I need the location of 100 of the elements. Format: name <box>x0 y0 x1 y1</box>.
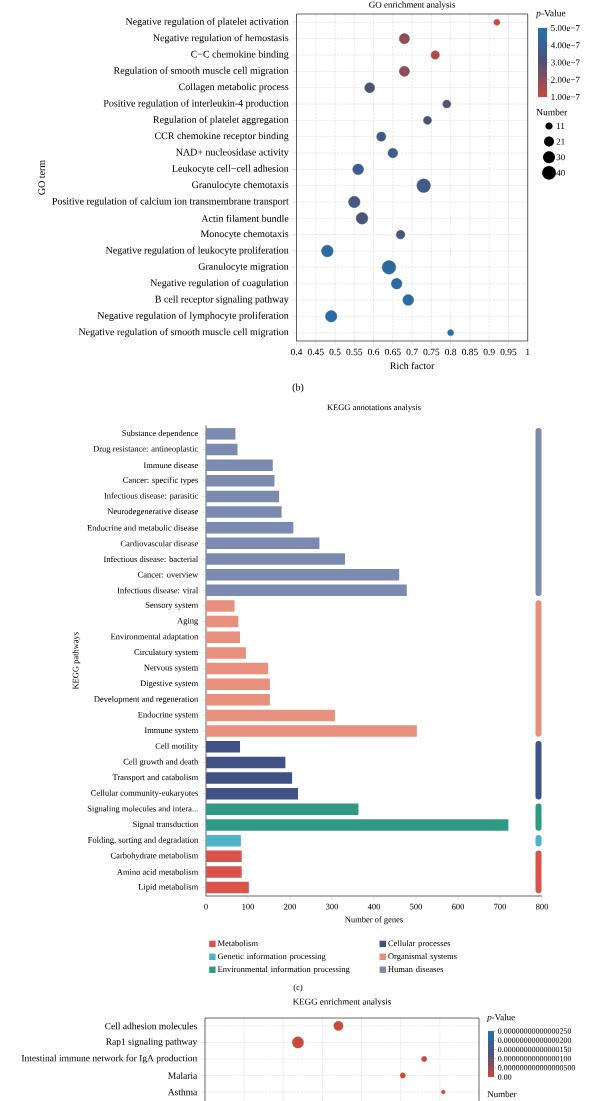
x-tick-label: 0.8 <box>445 348 457 356</box>
legend-label: 30 <box>556 154 565 161</box>
chart-title: KEGG annotations analysis <box>327 404 421 412</box>
legend-title: Number <box>536 108 568 116</box>
x-tick-label: 800 <box>535 903 549 910</box>
legend-label: 11 <box>556 123 565 129</box>
y-tick-label: Negative regulation of hemostasis <box>153 34 289 44</box>
y-tick-label: Negative regulation of smooth muscle cell migration <box>78 328 289 338</box>
y-tick-label: Cancer: overview <box>137 571 199 578</box>
bar <box>206 772 293 784</box>
x-tick-label: 600 <box>452 903 465 910</box>
legend-label: 21 <box>556 138 565 145</box>
text: (c) <box>293 984 303 992</box>
bar <box>206 568 400 581</box>
y-tick-label: Infectious disease: viral <box>117 587 199 594</box>
bar <box>206 506 282 518</box>
y-tick-label: Immune disease <box>143 462 198 469</box>
bar <box>206 537 320 550</box>
y-tick-label: Intestinal immune network for IgA production <box>21 1054 198 1064</box>
y-tick-label: Cell adhesion molecules <box>105 1022 197 1030</box>
y-tick-label: CCR chemokine receptor binding <box>154 132 289 142</box>
color-bar-title: p-Value <box>486 1013 515 1023</box>
x-tick-label: 0.5 <box>329 348 341 356</box>
y-tick-label: Environmental adaptation <box>110 633 199 642</box>
y-tick-label: Rap1 signaling pathway <box>106 1038 198 1047</box>
y-tick-label: Carbohydrate metabolism <box>110 852 199 861</box>
bar <box>206 850 242 863</box>
y-tick-label: Negative regulation of lymphocyte proliferation <box>97 311 289 321</box>
x-tick-label: 0.55 <box>346 348 363 356</box>
y-tick-label: Regulation of platelet aggregation <box>153 115 289 125</box>
y-tick-label: Lipid metabolism <box>138 883 199 892</box>
chart-title: GO enrichment analysis <box>369 1 456 10</box>
y-tick-label: Malaria <box>168 1072 198 1079</box>
y-tick-label: Amino acid metabolism <box>116 868 199 875</box>
y-tick-label: Aging <box>177 617 199 626</box>
x-axis-title: Number of genes <box>345 916 403 925</box>
color-bar-title: p-Value <box>535 9 566 19</box>
legend-title: Number <box>487 1090 517 1098</box>
x-tick-label: 0.4 <box>290 348 303 356</box>
bar <box>206 584 407 597</box>
y-tick-label: Positive regulation of calcium ion transmembrane transport <box>52 197 289 207</box>
x-tick-label: 0.45 <box>307 348 324 356</box>
y-tick-label: Regulation of smooth muscle cell migration <box>113 66 289 76</box>
x-tick-label: 100 <box>242 903 255 910</box>
y-tick-label: Endocrine system <box>138 711 199 720</box>
bar <box>206 459 273 471</box>
y-tick-label: Folding, sorting and degradation <box>87 836 199 845</box>
bar <box>206 678 270 690</box>
y-tick-label: Infectious disease: parasitic <box>104 492 198 501</box>
legend-label: Environmental information processing <box>217 965 350 974</box>
x-tick-label: 300 <box>326 903 339 910</box>
chart-title: KEGG enrichment analysis <box>292 998 391 1007</box>
y-tick-label: Transport and catabolism <box>112 774 199 782</box>
y-tick-label: Granulocyte migration <box>198 262 289 272</box>
bar <box>206 787 298 800</box>
y-tick-label: Signaling molecules and intera... <box>87 805 198 814</box>
y-tick-label: Negative regulation of coagulation <box>150 279 289 289</box>
y-tick-label: Negative regulation of platelet activation <box>125 17 289 27</box>
text: (b) <box>292 383 304 393</box>
x-tick-label: 0.6 <box>368 348 380 356</box>
x-tick-label: 0.85 <box>461 348 478 356</box>
y-tick-label: Monocyte chemotaxis <box>200 230 289 240</box>
y-tick-label: Negative regulation of leukocyte proliferation <box>105 246 289 256</box>
bar <box>206 725 417 737</box>
y-tick-label: Endocrine and metabolic disease <box>87 524 198 531</box>
legend-label: Human diseases <box>388 966 444 972</box>
x-tick-label: 1 <box>526 348 530 356</box>
bar <box>206 631 241 643</box>
bar <box>206 428 236 440</box>
bar <box>206 819 509 831</box>
bar <box>206 834 241 847</box>
y-tick-label: Digestive system <box>140 680 199 688</box>
y-tick-label: NAD+ nucleosidase activity <box>176 148 289 158</box>
y-tick-label: Circulatory system <box>134 649 199 657</box>
bar <box>206 662 269 675</box>
color-bar-label: 4.00e−7 <box>550 42 580 49</box>
y-tick-label: Nervous system <box>144 664 199 673</box>
y-tick-label: Cell growth and death <box>123 758 199 767</box>
bar <box>206 553 346 565</box>
bar <box>206 709 335 722</box>
bar <box>206 521 294 534</box>
legend-label: Genetic information processing <box>217 953 326 961</box>
y-tick-label: Granulocyte chemotaxis <box>192 181 289 191</box>
x-tick-label: 700 <box>494 903 507 910</box>
color-bar-label: 5.00e−7 <box>551 24 580 32</box>
y-tick-label: Leukocyte cell−cell adhesion <box>172 164 289 174</box>
x-tick-label: 0.95 <box>500 348 517 356</box>
x-tick-label: 0.9 <box>483 348 495 356</box>
y-tick-label: Cell motility <box>155 742 199 751</box>
legend-label: 40 <box>556 169 565 176</box>
y-tick-label: Cancer: specific types <box>123 476 198 485</box>
y-tick-label: Sensory system <box>145 602 199 610</box>
y-tick-label: Neurodegenerative disease <box>107 508 198 516</box>
x-tick-label: 0.7 <box>406 348 418 356</box>
x-tick-label: 500 <box>410 903 423 910</box>
bar <box>206 694 270 706</box>
y-tick-label: Substance dependence <box>122 430 198 438</box>
y-tick-label: Drug resistance: antineoplastic <box>93 445 198 454</box>
bar <box>206 443 238 456</box>
y-tick-label: Signal transduction <box>133 821 199 829</box>
